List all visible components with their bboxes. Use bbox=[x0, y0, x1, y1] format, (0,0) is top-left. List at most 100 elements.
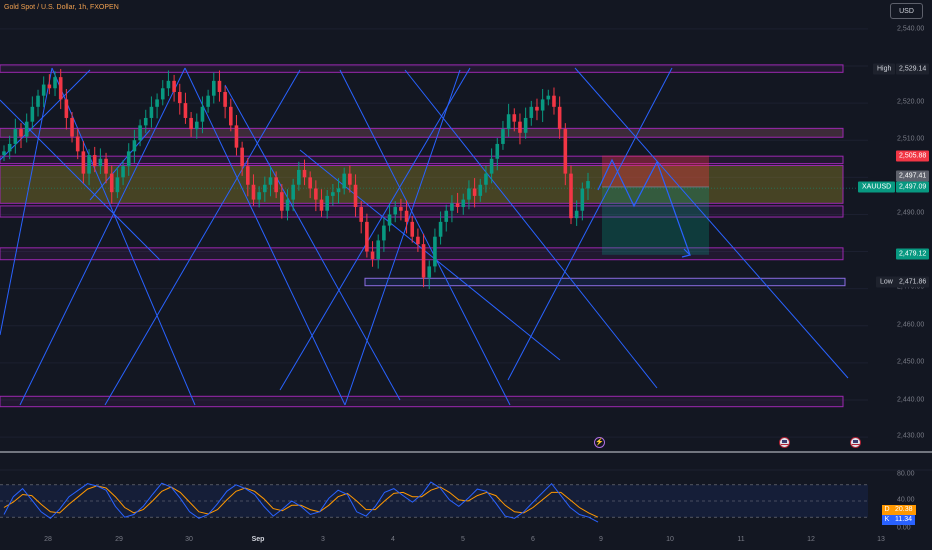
candle-body bbox=[455, 203, 460, 208]
candle-body bbox=[58, 77, 63, 100]
date-tick: 9 bbox=[599, 536, 603, 543]
candle-body bbox=[274, 177, 278, 193]
candle-body bbox=[410, 221, 415, 237]
current-price-tag: 2,497.09 bbox=[896, 181, 930, 193]
indicator-tick: 40.00 bbox=[897, 496, 915, 504]
candle-body bbox=[365, 221, 369, 252]
candle-body bbox=[376, 240, 381, 259]
entry-price-tag: 2,497.41 bbox=[896, 170, 930, 182]
candle-body bbox=[41, 84, 46, 96]
candle-body bbox=[546, 95, 551, 100]
trendline bbox=[574, 67, 849, 379]
price-zone bbox=[364, 277, 846, 287]
candle-body bbox=[36, 95, 40, 107]
us-flag-icon[interactable] bbox=[779, 437, 790, 448]
candle-body bbox=[387, 214, 392, 226]
candle-body bbox=[433, 236, 437, 267]
trendline bbox=[507, 67, 673, 381]
price-zone bbox=[0, 155, 844, 165]
stoch-k-tag: K 11.34 bbox=[882, 515, 915, 525]
trendline bbox=[184, 67, 346, 406]
candle-body bbox=[495, 143, 500, 159]
high-label: High bbox=[873, 63, 896, 75]
trendline bbox=[344, 69, 461, 406]
candle-body bbox=[64, 99, 69, 118]
stoch-k-key: K bbox=[882, 515, 892, 525]
candle-body bbox=[472, 188, 477, 196]
price-tick: 2,430.00 bbox=[897, 432, 925, 440]
candle-body bbox=[228, 106, 233, 126]
trendline bbox=[339, 69, 511, 406]
candle-body bbox=[393, 207, 398, 215]
us-flag-icon[interactable] bbox=[850, 437, 861, 448]
chart-title: Gold Spot / U.S. Dollar, 1h, FXOPEN bbox=[4, 4, 119, 11]
candle-body bbox=[104, 158, 108, 174]
trendline bbox=[0, 67, 53, 336]
candle-body bbox=[512, 114, 517, 122]
candle-body bbox=[399, 207, 403, 211]
candle-body bbox=[263, 184, 267, 193]
stochastic-indicator bbox=[0, 481, 868, 523]
candle-body bbox=[563, 129, 568, 174]
date-tick: 29 bbox=[115, 536, 123, 543]
candle-body bbox=[143, 117, 148, 126]
low-price-tag: 2,471.86 bbox=[896, 276, 930, 288]
candle-body bbox=[382, 225, 386, 241]
candle-body bbox=[421, 244, 426, 278]
candle-body bbox=[291, 184, 295, 200]
candle-body bbox=[478, 184, 483, 196]
candlesticks bbox=[2, 68, 590, 290]
price-tick: 2,520.00 bbox=[897, 98, 925, 106]
candle-body bbox=[30, 106, 35, 122]
candle-body bbox=[574, 210, 579, 219]
candle-body bbox=[302, 169, 307, 178]
candle-body bbox=[166, 80, 171, 89]
candle-body bbox=[126, 151, 131, 167]
price-zone bbox=[0, 64, 844, 73]
support-resistance-zones bbox=[0, 64, 868, 408]
candle-body bbox=[257, 192, 261, 200]
candle-body bbox=[404, 210, 409, 222]
candle-body bbox=[518, 121, 522, 133]
projection-arrowhead bbox=[681, 248, 692, 258]
candle-body bbox=[98, 158, 103, 167]
candle-body bbox=[87, 155, 91, 174]
stop-loss-area bbox=[602, 155, 709, 187]
candle-body bbox=[450, 203, 454, 211]
indicator-tick: 80.00 bbox=[897, 470, 915, 478]
date-tick: 5 bbox=[461, 536, 465, 543]
price-zone bbox=[0, 205, 844, 218]
stop-price-tag: 2,505.88 bbox=[896, 150, 930, 162]
price-tick: 2,440.00 bbox=[897, 396, 925, 404]
candle-body bbox=[416, 236, 420, 245]
candle-body bbox=[331, 192, 335, 196]
lightning-icon[interactable]: ⚡ bbox=[594, 437, 605, 448]
stoch-k-value: 11.34 bbox=[892, 515, 915, 525]
candle-body bbox=[81, 151, 86, 174]
date-tick: 12 bbox=[807, 536, 815, 543]
candle-body bbox=[580, 188, 585, 211]
candle-body bbox=[200, 106, 205, 122]
price-zone bbox=[0, 395, 844, 408]
candle-body bbox=[121, 166, 125, 178]
candle-body bbox=[529, 106, 534, 118]
candle-body bbox=[557, 106, 562, 130]
candle-body bbox=[569, 173, 573, 219]
candle-body bbox=[285, 199, 290, 211]
price-tick: 2,450.00 bbox=[897, 358, 925, 366]
stoch-k-line bbox=[3, 481, 599, 523]
candle-body bbox=[53, 77, 57, 89]
short-position-box[interactable] bbox=[602, 155, 709, 255]
price-zone bbox=[0, 127, 844, 138]
currency-selector[interactable]: USD bbox=[890, 3, 923, 19]
trendline bbox=[224, 84, 401, 401]
candle-body bbox=[47, 84, 52, 89]
candle-body bbox=[552, 95, 556, 107]
candle-body bbox=[160, 88, 165, 100]
candle-body bbox=[115, 177, 120, 193]
candle-body bbox=[75, 136, 80, 152]
price-tick: 2,540.00 bbox=[897, 25, 925, 33]
candle-body bbox=[189, 117, 193, 130]
take-profit-area bbox=[602, 186, 709, 255]
